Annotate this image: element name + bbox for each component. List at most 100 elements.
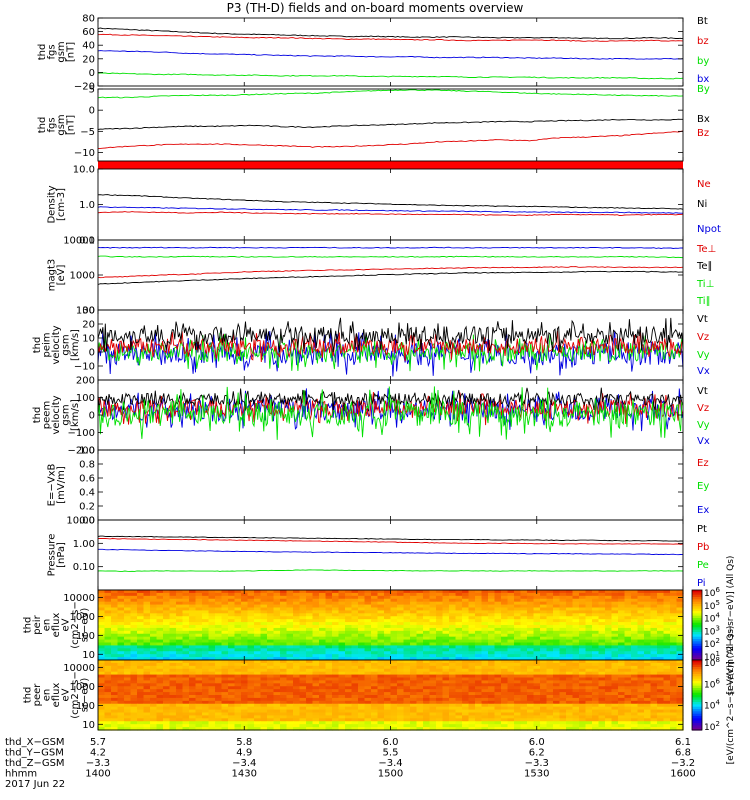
heatmap-cell xyxy=(104,697,112,702)
heatmap-cell xyxy=(260,633,268,638)
heatmap-cell xyxy=(104,660,112,664)
heatmap-cell xyxy=(306,616,314,620)
heatmap-cell xyxy=(312,700,320,705)
heatmap-cell xyxy=(267,645,275,649)
heatmap-cell xyxy=(221,689,229,693)
heatmap-cell xyxy=(215,706,223,711)
heatmap-cell xyxy=(234,724,242,728)
heatmap-cell xyxy=(247,639,255,644)
heatmap-cell xyxy=(176,639,184,644)
heatmap-cell xyxy=(377,657,385,661)
heatmap-cell xyxy=(540,662,548,667)
heatmap-cell xyxy=(540,636,548,641)
heatmap-cell xyxy=(423,592,431,597)
legend-Te∥: Te∥ xyxy=(696,261,713,272)
heatmap-cell xyxy=(273,648,281,652)
heatmap-cell xyxy=(488,642,496,647)
heatmap-cell xyxy=(104,622,112,626)
heatmap-cell xyxy=(221,645,229,649)
heatmap-cell xyxy=(475,633,483,638)
heatmap-cell xyxy=(436,674,444,679)
heatmap-cell xyxy=(163,695,171,699)
heatmap-cell xyxy=(553,604,561,609)
colorbar-segment xyxy=(692,692,702,696)
heatmap-cell xyxy=(520,630,528,635)
heatmap-cell xyxy=(384,630,392,635)
heatmap-cell xyxy=(137,677,145,682)
heatmap-cell xyxy=(618,654,626,658)
heatmap-cell xyxy=(624,712,632,717)
heatmap-cell xyxy=(208,619,216,623)
heatmap-cell xyxy=(351,601,359,606)
heatmap-cell xyxy=(442,657,450,661)
heatmap-cell xyxy=(306,657,314,661)
heatmap-cell xyxy=(618,706,626,711)
heatmap-cell xyxy=(228,648,236,652)
heatmap-cell xyxy=(553,727,561,731)
heatmap-cell xyxy=(208,651,216,655)
heatmap-cell xyxy=(644,715,652,719)
heatmap-cell xyxy=(416,610,424,614)
heatmap-cell xyxy=(605,692,613,696)
heatmap-cell xyxy=(377,700,385,705)
heatmap-cell xyxy=(449,622,457,626)
heatmap-cell xyxy=(306,692,314,696)
heatmap-cell xyxy=(605,648,613,652)
heatmap-cell xyxy=(254,727,262,731)
y-tick-label: −200 xyxy=(68,446,95,457)
heatmap-cell xyxy=(150,648,158,652)
heatmap-cell xyxy=(293,689,301,693)
heatmap-cell xyxy=(195,613,203,617)
heatmap-cell xyxy=(221,657,229,661)
heatmap-cell xyxy=(650,706,658,711)
heatmap-cell xyxy=(533,709,541,714)
heatmap-cell xyxy=(390,674,398,679)
heatmap-cell xyxy=(280,709,288,714)
heatmap-cell xyxy=(364,601,372,606)
heatmap-cell xyxy=(267,595,275,600)
heatmap-cell xyxy=(234,692,242,696)
heatmap-cell xyxy=(351,642,359,647)
heatmap-cell xyxy=(111,648,119,652)
heatmap-cell xyxy=(644,604,652,609)
heatmap-cell xyxy=(208,718,216,722)
heatmap-cell xyxy=(364,610,372,614)
heatmap-cell xyxy=(176,715,184,719)
heatmap-cell xyxy=(299,689,307,693)
heatmap-cell xyxy=(390,712,398,717)
heatmap-cell xyxy=(319,718,327,722)
heatmap-cell xyxy=(364,680,372,684)
heatmap-cell xyxy=(650,700,658,705)
heatmap-cell xyxy=(611,683,619,687)
heatmap-cell xyxy=(234,671,242,676)
heatmap-cell xyxy=(182,712,190,717)
heatmap-cell xyxy=(553,718,561,722)
heatmap-cell xyxy=(436,706,444,711)
heatmap-cell xyxy=(637,625,645,629)
heatmap-cell xyxy=(624,715,632,719)
heatmap-cell xyxy=(598,607,606,612)
heatmap-cell xyxy=(377,654,385,658)
heatmap-cell xyxy=(221,648,229,652)
heatmap-cell xyxy=(156,627,164,632)
heatmap-cell xyxy=(429,660,437,664)
heatmap-cell xyxy=(280,590,288,594)
heatmap-cell xyxy=(501,642,509,647)
heatmap-cell xyxy=(559,590,567,594)
heatmap-cell xyxy=(494,703,502,708)
x-axis-value: 1430 xyxy=(232,769,257,780)
heatmap-cell xyxy=(618,692,626,696)
heatmap-cell xyxy=(618,680,626,684)
heatmap-cell xyxy=(377,692,385,696)
heatmap-cell xyxy=(338,610,346,614)
heatmap-cell xyxy=(293,613,301,617)
heatmap-cell xyxy=(657,616,665,620)
heatmap-cell xyxy=(462,651,470,655)
heatmap-cell xyxy=(163,724,171,728)
heatmap-cell xyxy=(618,590,626,594)
panel-6: VtVzVyVx2001000−100−200thdpeemvelocitygs… xyxy=(32,376,710,457)
heatmap-cell xyxy=(410,590,418,594)
heatmap-cell xyxy=(384,697,392,702)
